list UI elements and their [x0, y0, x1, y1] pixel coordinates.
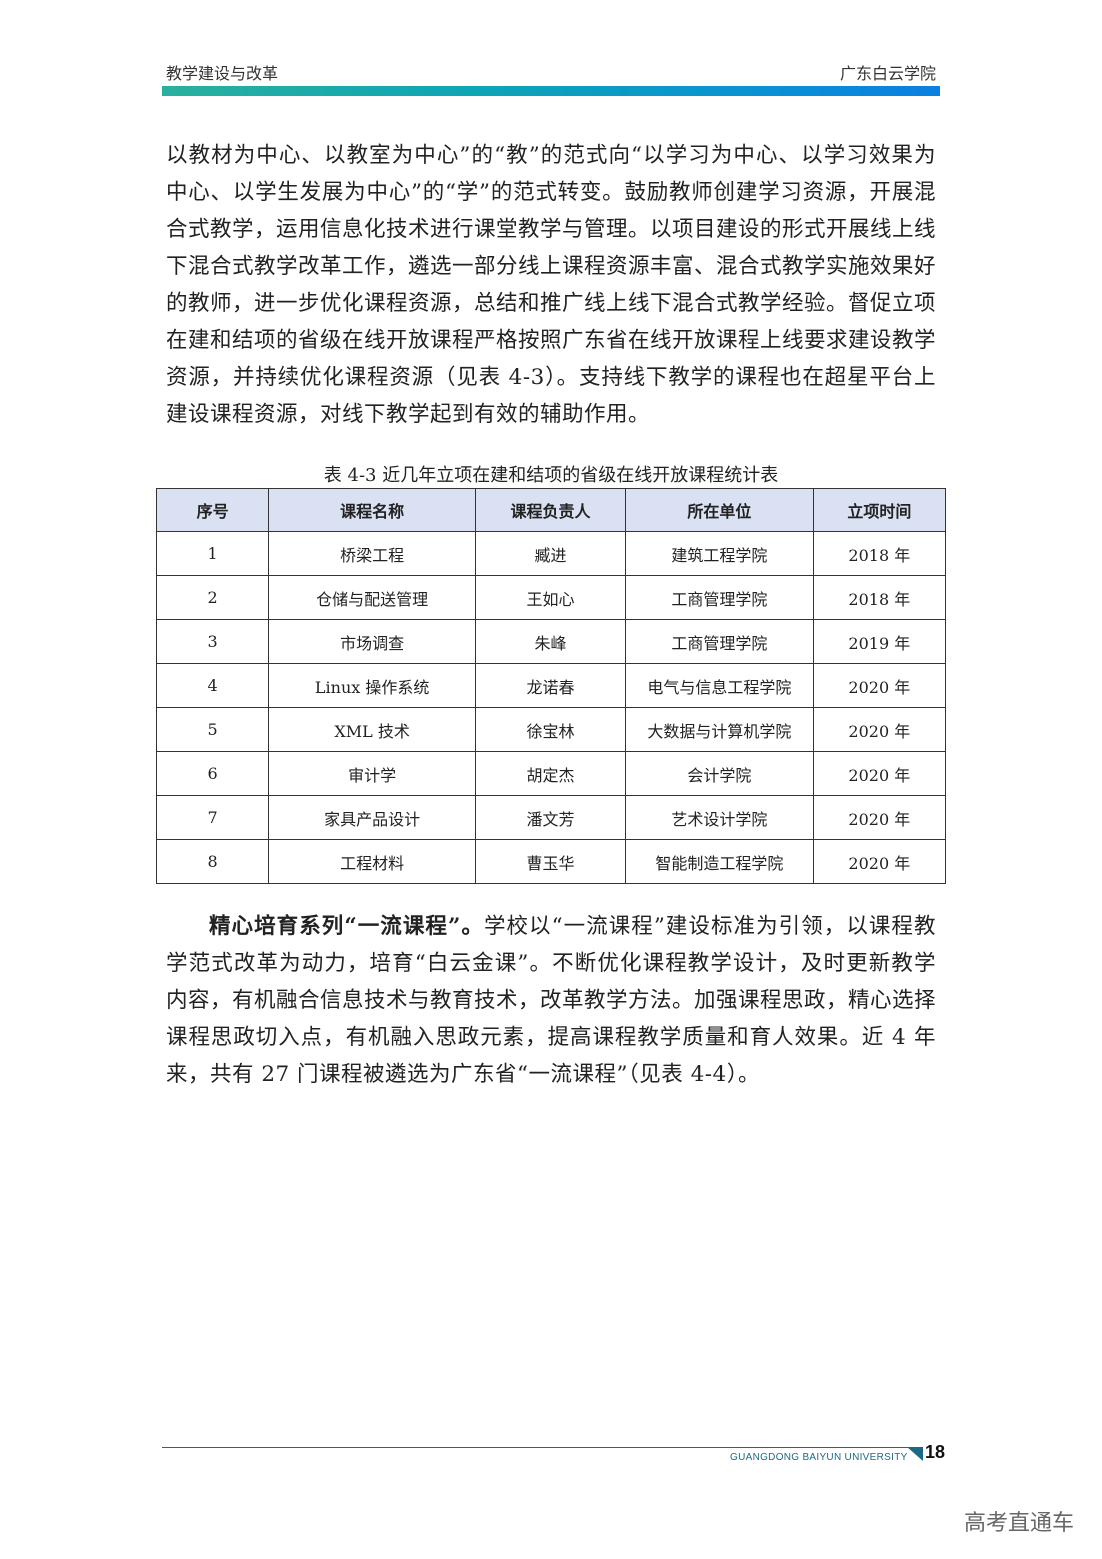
table-cell: 2020 年 — [812, 795, 947, 840]
table-cell: 4 — [155, 663, 270, 708]
table-cell: 建筑工程学院 — [625, 531, 814, 576]
column-header: 课程名称 — [268, 488, 477, 532]
table-row: 8 工程材料 曹玉华 智能制造工程学院 2020 年 — [155, 839, 947, 884]
table-cell: 审计学 — [268, 751, 477, 796]
table-cell: 会计学院 — [625, 751, 814, 796]
column-header: 序号 — [155, 488, 270, 532]
table-cell: 工商管理学院 — [625, 575, 814, 620]
table-cell: 曹玉华 — [475, 839, 626, 884]
column-header: 立项时间 — [812, 488, 947, 532]
table-cell: 2019 年 — [812, 619, 947, 664]
table-cell: 朱峰 — [475, 619, 626, 664]
table-cell: 艺术设计学院 — [625, 795, 814, 840]
paragraph-2: 精心培育系列“一流课程”。学校以“一流课程”建设标准为引领，以课程教学范式改革为… — [166, 908, 936, 1093]
table-cell: 电气与信息工程学院 — [625, 663, 814, 708]
table-cell: 2020 年 — [812, 751, 947, 796]
paragraph-2-heading: 精心培育系列“一流课程”。 — [209, 914, 484, 939]
table-cell: 2018 年 — [812, 575, 947, 620]
table-cell: 大数据与计算机学院 — [625, 707, 814, 752]
table-cell: 7 — [155, 795, 270, 840]
table-cell: 1 — [155, 531, 270, 576]
table-row: 3 市场调查 朱峰 工商管理学院 2019 年 — [155, 619, 947, 664]
table-cell: 仓储与配送管理 — [268, 575, 477, 620]
page-number: 18 — [925, 1442, 946, 1462]
table-cell: Linux 操作系统 — [268, 663, 477, 708]
table-cell: 潘文芳 — [475, 795, 626, 840]
footer-triangle-icon — [907, 1447, 923, 1461]
paragraph-1: 以教材为中心、以教室为中心”的“教”的范式向“以学习为中心、以学习效果为中心、以… — [166, 143, 937, 427]
table-cell: 2020 年 — [812, 839, 947, 884]
header-section-title: 教学建设与改革 — [166, 64, 279, 83]
table-cell: 2 — [155, 575, 270, 620]
table-cell: 家具产品设计 — [268, 795, 477, 840]
table-cell: 工程材料 — [268, 839, 477, 884]
table-row: 5 XML 技术 徐宝林 大数据与计算机学院 2020 年 — [155, 707, 947, 752]
table-caption: 表 4-3 近几年立项在建和结项的省级在线开放课程统计表 — [323, 465, 779, 486]
table-cell: 3 — [155, 619, 270, 664]
watermark: 高考直通车 — [964, 1511, 1075, 1536]
table-cell: 臧进 — [475, 531, 626, 576]
table-cell: 徐宝林 — [475, 707, 626, 752]
table-cell: 2020 年 — [812, 663, 947, 708]
table-cell: 2020 年 — [812, 707, 947, 752]
table-cell: 工商管理学院 — [625, 619, 814, 664]
footer-university: GUANGDONG BAIYUN UNIVERSITY — [730, 1452, 908, 1463]
table-row: 4 Linux 操作系统 龙诺春 电气与信息工程学院 2020 年 — [155, 663, 947, 708]
table-cell: 6 — [155, 751, 270, 796]
table-row: 6 审计学 胡定杰 会计学院 2020 年 — [155, 751, 947, 796]
table-cell: 胡定杰 — [475, 751, 626, 796]
footer-line — [162, 1447, 912, 1448]
table-cell: 智能制造工程学院 — [625, 839, 814, 884]
table-cell: XML 技术 — [268, 707, 477, 752]
table-row: 7 家具产品设计 潘文芳 艺术设计学院 2020 年 — [155, 795, 947, 840]
header-gradient-bar — [162, 86, 940, 96]
table-cell: 市场调查 — [268, 619, 477, 664]
table-cell: 龙诺春 — [475, 663, 626, 708]
header-institution: 广东白云学院 — [839, 64, 936, 83]
table-row: 1 桥梁工程 臧进 建筑工程学院 2018 年 — [155, 531, 947, 576]
column-header: 所在单位 — [625, 488, 814, 532]
table-cell: 王如心 — [475, 575, 626, 620]
table-cell: 8 — [155, 839, 270, 884]
table-cell: 5 — [155, 707, 270, 752]
paragraph-2-text: 学校以“一流课程”建设标准为引领，以课程教学范式改革为动力，培育“白云金课”。不… — [166, 914, 937, 1087]
table-row: 2 仓储与配送管理 王如心 工商管理学院 2018 年 — [155, 575, 947, 620]
table-cell: 2018 年 — [812, 531, 947, 576]
table-cell: 桥梁工程 — [268, 531, 477, 576]
table-header-row: 序号 课程名称 课程负责人 所在单位 立项时间 — [155, 488, 947, 532]
column-header: 课程负责人 — [475, 488, 626, 532]
